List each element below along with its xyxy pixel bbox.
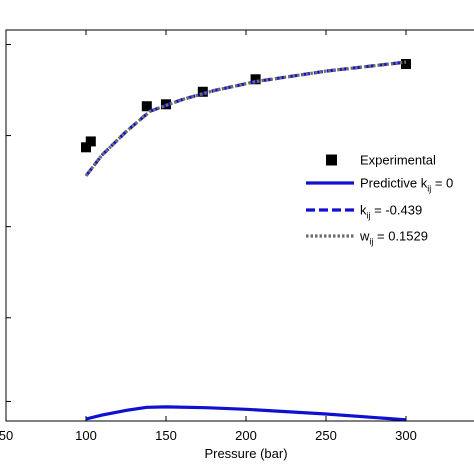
series-line-solid	[85, 405, 407, 422]
x-tick-labels: 50 100 150 200 250 300	[0, 428, 417, 443]
plot-frame	[5, 29, 474, 422]
legend-label: kij = -0.439	[360, 203, 422, 221]
x-axis-label: Pressure (bar)	[204, 446, 287, 461]
experimental-point	[85, 136, 96, 147]
legend-label: Predictive kij = 0	[360, 176, 453, 194]
plot-series	[81, 59, 411, 422]
legend-label: wij = 0.1529	[359, 229, 428, 247]
series-line-dashed	[84, 60, 407, 177]
legend: Experimental Predictive kij = 0 kij = -0.4…	[306, 153, 453, 247]
x-tick-label: 300	[395, 428, 417, 443]
experimental-point	[141, 101, 152, 112]
experimental-point	[401, 59, 411, 70]
experimental-point	[250, 74, 261, 85]
legend-label: Experimental	[360, 153, 436, 168]
experimental-point	[81, 142, 91, 153]
x-tick-label: 50	[0, 428, 13, 443]
x-tick-label: 250	[315, 428, 337, 443]
series-line-dotted	[84, 60, 407, 177]
axis-ticks	[5, 30, 407, 421]
x-tick-label: 200	[235, 428, 257, 443]
experimental-point	[197, 86, 208, 97]
x-tick-label: 100	[75, 428, 97, 443]
legend-marker-experimental	[326, 154, 337, 166]
x-tick-label: 150	[155, 428, 177, 443]
